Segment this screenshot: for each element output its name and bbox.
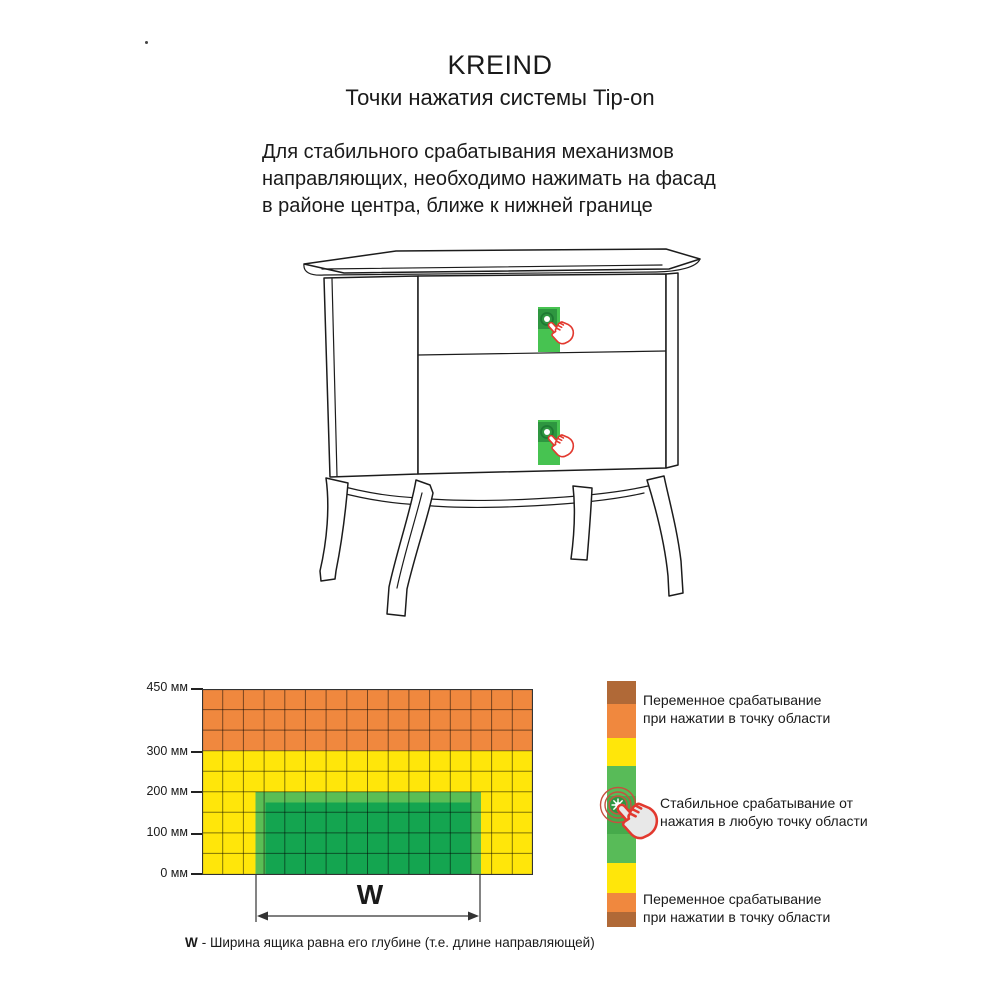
width-label: W: [356, 879, 384, 910]
nightstand-body: [323, 272, 679, 478]
width-dimension: [255, 875, 481, 922]
legend-segment-orange: [607, 893, 636, 912]
y-tick-label: 200 мм: [146, 784, 188, 798]
y-tick-mark: [191, 751, 203, 753]
chart-caption: W- Ширина ящика равна его глубине (т.е. …: [185, 935, 595, 950]
y-tick-mark: [191, 791, 203, 793]
legend-press-icon: [599, 786, 665, 845]
y-tick-label: 0 мм: [160, 866, 188, 880]
y-tick-label: 100 мм: [146, 825, 188, 839]
grid-lines: [202, 689, 533, 874]
front-left-leg: [386, 479, 434, 617]
page-subtitle: Точки нажатия системы Tip-on: [345, 85, 655, 110]
nightstand-drawing: [303, 248, 701, 617]
legend-line: нажатия в любую точку области: [660, 813, 868, 829]
press-point-upper: [538, 307, 579, 352]
back-right-leg: [570, 485, 593, 561]
legend-line: при нажатии в точку области: [643, 710, 831, 726]
brand-title: KREIND: [447, 50, 553, 80]
nightstand-base: [319, 475, 684, 617]
y-tick-label: 300 мм: [146, 744, 188, 758]
legend-item-variable-top: Переменное срабатывание при нажатии в то…: [643, 691, 830, 727]
side-panel: [323, 275, 419, 478]
right-post: [665, 272, 679, 469]
legend-line: при нажатии в точку области: [643, 909, 831, 925]
y-tick-mark: [191, 873, 203, 875]
front-right-leg: [646, 475, 684, 597]
caption-w: W: [185, 935, 198, 950]
legend-segment-orange: [607, 704, 636, 738]
y-tick-mark: [191, 833, 203, 835]
drawer-divider: [417, 350, 667, 356]
legend-line: Стабильное срабатывание от: [660, 795, 854, 811]
stray-dot: [145, 41, 148, 44]
legend-segment-brown: [607, 912, 636, 927]
zone-grid: [202, 689, 533, 875]
legend-item-stable: Стабильное срабатывание от нажатия в люб…: [660, 794, 868, 830]
back-left-leg: [319, 477, 349, 582]
legend-segment-yellow: [607, 738, 636, 766]
legend-segment-brown: [607, 681, 636, 704]
y-tick-mark: [191, 688, 203, 690]
legend-segment-yellow: [607, 863, 636, 893]
legend-segment-green: [607, 834, 636, 863]
legend-line: Переменное срабатывание: [643, 692, 822, 708]
legend-segment-green: [607, 766, 636, 796]
press-point-lower: [538, 420, 579, 465]
legend-item-variable-bottom: Переменное срабатывание при нажатии в то…: [643, 890, 830, 926]
legend-line: Переменное срабатывание: [643, 891, 822, 907]
caption-text: - Ширина ящика равна его глубине (т.е. д…: [201, 935, 595, 950]
description-line: направляющих, необходимо нажимать на фас…: [262, 168, 716, 190]
y-tick-label: 450 мм: [146, 680, 188, 694]
description-line: в районе центра, ближе к нижней границе: [262, 195, 653, 217]
description-line: Для стабильного срабатывания механизмов: [262, 141, 674, 163]
nightstand-top: [303, 248, 701, 276]
description-paragraph: Для стабильного срабатывания механизмов …: [262, 139, 782, 220]
